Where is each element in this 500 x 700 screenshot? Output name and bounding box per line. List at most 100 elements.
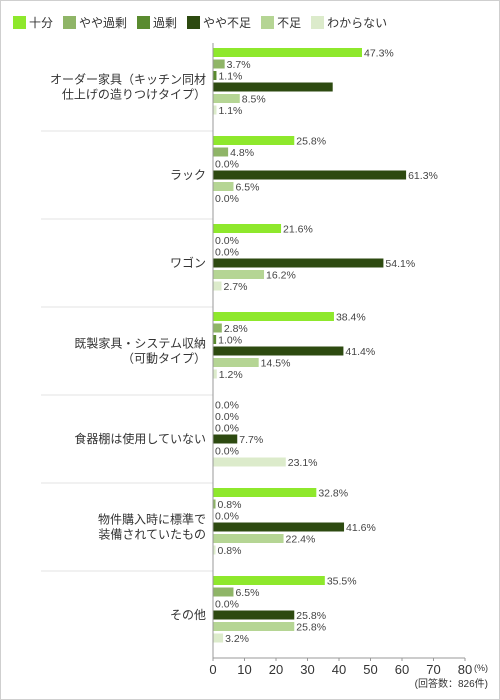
bar	[213, 346, 344, 356]
category-label: 食器棚は使用していない	[74, 431, 206, 446]
value-label: 4.8%	[230, 147, 254, 159]
value-label: 2.7%	[224, 281, 248, 293]
value-label: 25.8%	[296, 622, 326, 634]
bar	[213, 534, 284, 543]
value-label: 38.4%	[336, 312, 366, 324]
value-label: 1.2%	[219, 369, 243, 381]
legend-label: 過剰	[153, 15, 178, 30]
value-label: 32.8%	[318, 488, 348, 500]
category-label: ラック	[170, 168, 206, 182]
value-label: 22.4%	[286, 534, 316, 546]
bar	[213, 59, 225, 69]
value-label: 41.6%	[346, 522, 376, 534]
category-label: その他	[170, 608, 206, 622]
value-label: 25.8%	[296, 136, 326, 148]
legend-item: 不足	[261, 14, 301, 31]
value-label: 2.8%	[224, 323, 248, 335]
legend-item: わからない	[311, 14, 387, 31]
value-label: 0.0%	[215, 235, 239, 247]
value-label: 35.5%	[327, 576, 357, 588]
category-label: （可動タイプ）	[122, 352, 206, 366]
legend-item: 十分	[13, 14, 53, 31]
value-label: 1.0%	[218, 335, 242, 347]
value-label: 54.1%	[385, 258, 415, 270]
category-label: ワゴン	[170, 255, 206, 270]
bar	[213, 170, 407, 180]
bar	[213, 147, 229, 157]
value-label: 14.5%	[261, 358, 291, 370]
legend-swatch	[261, 15, 275, 29]
bar	[213, 522, 345, 532]
value-label: 0.0%	[215, 247, 239, 259]
legend-swatch	[187, 15, 201, 29]
bar	[213, 587, 234, 597]
x-tick-label: 0	[209, 662, 216, 677]
value-label: 3.7%	[227, 59, 251, 71]
value-label: 25.8%	[296, 610, 326, 622]
x-tick-label: 20	[269, 662, 283, 677]
bar	[213, 633, 224, 643]
bar	[213, 281, 222, 291]
bar	[213, 71, 217, 80]
bar	[213, 323, 222, 333]
legend-item: やや不足	[187, 14, 251, 31]
bar	[213, 610, 295, 620]
value-label: 47.3%	[364, 48, 394, 60]
value-label: 0.0%	[215, 159, 239, 171]
x-tick-label: 10	[237, 662, 251, 677]
bar	[213, 358, 259, 367]
bar	[213, 270, 265, 279]
bar	[213, 499, 216, 509]
value-label: 0.0%	[215, 193, 239, 205]
x-unit-label: (%)	[474, 663, 488, 673]
value-label: 16.2%	[266, 270, 296, 282]
category-label: 既製家具・システム収納	[74, 336, 206, 351]
value-label: 41.4%	[345, 346, 375, 358]
value-label: 7.7%	[239, 434, 263, 446]
value-label: 3.2%	[225, 633, 249, 645]
value-label: 6.5%	[235, 587, 259, 599]
response-count-note: (回答数：826件)	[415, 677, 488, 690]
x-tick-label: 60	[395, 662, 409, 677]
legend-swatch	[311, 15, 325, 29]
value-label: 6.5%	[235, 182, 259, 194]
value-label: 1.1%	[218, 105, 242, 117]
bar	[213, 622, 295, 631]
chart-legend: 十分 やや過剰 過剰 やや不足 不足 わからない	[13, 14, 397, 30]
bar	[213, 258, 384, 268]
x-tick-label: 70	[426, 662, 440, 677]
bar	[213, 457, 286, 467]
category-label: 装備されていたもの	[98, 527, 206, 542]
bar	[213, 335, 217, 344]
x-tick-label: 50	[363, 662, 377, 677]
bar	[213, 48, 362, 57]
value-label: 0.0%	[215, 411, 239, 423]
value-label: 23.1%	[288, 457, 318, 469]
bar	[213, 94, 240, 103]
bar	[213, 224, 282, 233]
value-label: 0.0%	[215, 423, 239, 435]
bar	[213, 369, 217, 379]
value-label: 0.0%	[215, 511, 239, 523]
value-label: 61.3%	[408, 170, 438, 182]
category-label: オーダー家具（キッチン同材	[50, 72, 206, 87]
category-label: 仕上げの造りつけタイプ）	[62, 88, 206, 102]
value-label: 0.8%	[218, 545, 242, 557]
x-tick-label: 30	[300, 662, 314, 677]
x-tick-label: 40	[332, 662, 346, 677]
legend-item: 過剰	[137, 14, 177, 31]
x-tick-label: 80	[458, 662, 472, 677]
value-label: 8.5%	[242, 94, 266, 106]
bar	[213, 136, 295, 145]
legend-swatch	[137, 15, 151, 29]
bar	[213, 182, 234, 191]
legend-swatch	[13, 15, 26, 29]
bar	[213, 488, 317, 497]
legend-label: 十分	[29, 15, 54, 30]
value-label: 1.1%	[218, 71, 242, 83]
bar	[213, 545, 216, 555]
bar	[213, 434, 238, 444]
legend-label: やや過剰	[79, 15, 128, 30]
legend-swatch	[63, 15, 77, 29]
